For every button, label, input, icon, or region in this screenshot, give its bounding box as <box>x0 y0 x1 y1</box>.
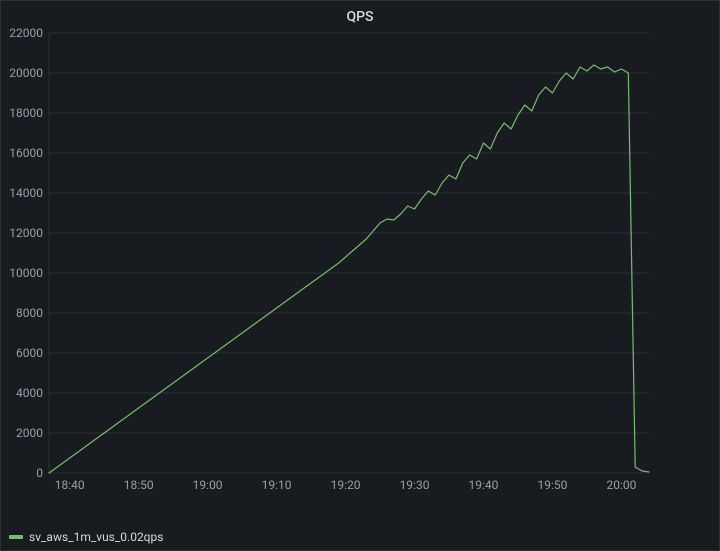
svg-text:0: 0 <box>36 466 43 480</box>
svg-text:19:20: 19:20 <box>331 478 361 492</box>
legend-series-label[interactable]: sv_aws_1m_vus_0.02qps <box>29 530 163 544</box>
svg-text:2000: 2000 <box>16 426 43 440</box>
svg-text:14000: 14000 <box>9 186 43 200</box>
svg-text:20000: 20000 <box>9 66 43 80</box>
legend-swatch <box>9 535 23 539</box>
svg-text:16000: 16000 <box>9 146 43 160</box>
svg-text:18:50: 18:50 <box>124 478 154 492</box>
svg-text:8000: 8000 <box>16 306 43 320</box>
svg-text:10000: 10000 <box>9 266 43 280</box>
panel-title[interactable]: QPS <box>1 1 719 27</box>
legend: sv_aws_1m_vus_0.02qps <box>1 526 719 550</box>
grafana-panel: QPS 0 2000 4000 6000 8000 10000 12000 14000 1600… <box>0 0 720 551</box>
svg-text:18000: 18000 <box>9 106 43 120</box>
svg-text:19:40: 19:40 <box>469 478 499 492</box>
svg-text:18:40: 18:40 <box>55 478 85 492</box>
svg-text:19:00: 19:00 <box>193 478 223 492</box>
svg-text:4000: 4000 <box>16 386 43 400</box>
svg-text:6000: 6000 <box>16 346 43 360</box>
chart-area[interactable]: 0 2000 4000 6000 8000 10000 12000 14000 16000 180… <box>1 27 719 526</box>
svg-text:12000: 12000 <box>9 226 43 240</box>
svg-text:19:10: 19:10 <box>262 478 292 492</box>
qps-line-chart: 0 2000 4000 6000 8000 10000 12000 14000 16000 180… <box>1 27 661 497</box>
svg-text:22000: 22000 <box>9 27 43 40</box>
svg-text:20:00: 20:00 <box>606 478 636 492</box>
svg-text:19:30: 19:30 <box>400 478 430 492</box>
svg-text:19:50: 19:50 <box>538 478 568 492</box>
